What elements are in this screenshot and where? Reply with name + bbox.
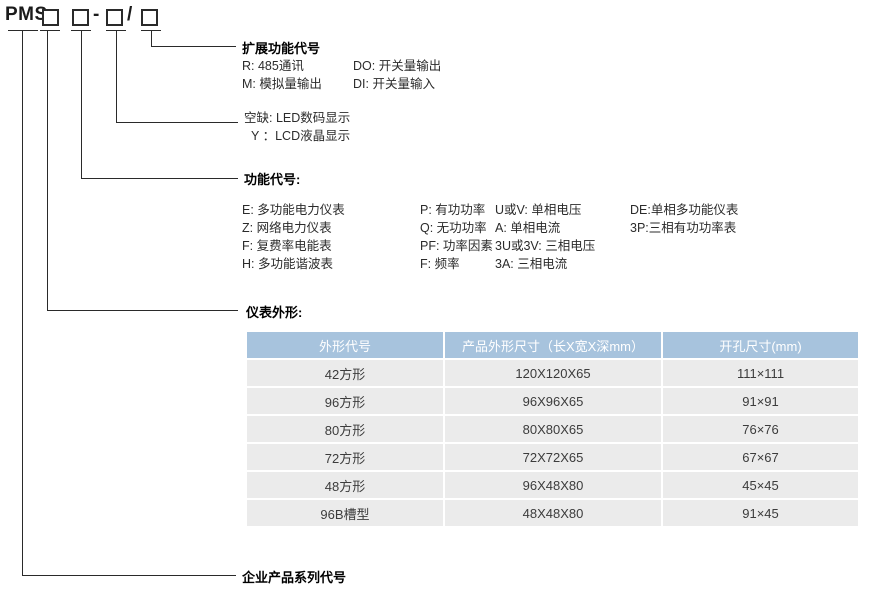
model-code-box-1 [42, 9, 59, 26]
table-cell: 80X80X65 [445, 416, 661, 442]
function-code-column-1: E: 多功能电力仪表 Z: 网络电力仪表 F: 复费率电能表 H: 多功能谐波表 [242, 201, 345, 273]
tick-prefix [8, 30, 38, 31]
function-code-item: 3P:三相有功功率表 [630, 221, 737, 235]
connector-extension-horizontal [151, 46, 236, 47]
function-code-title: 功能代号: [244, 172, 301, 187]
table-cell: 48X48X80 [445, 500, 661, 526]
function-code-item: 3U或3V: 三相电压 [495, 239, 596, 253]
table-cell: 72方形 [247, 444, 443, 470]
connector-shape-vertical [47, 30, 48, 311]
connector-display-horizontal [116, 122, 238, 123]
connector-series-horizontal [22, 575, 236, 576]
function-code-item: H: 多功能谐波表 [242, 257, 333, 271]
table-cell: 120X120X65 [445, 360, 661, 386]
function-code-item: 3A: 三相电流 [495, 257, 568, 271]
table-cell: 91×91 [663, 388, 858, 414]
table-cell: 48方形 [247, 472, 443, 498]
function-code-item: F: 复费率电能表 [242, 239, 332, 253]
display-type-line: Y ：LCD液晶显示 [251, 129, 351, 143]
table-header-outer-size: 产品外形尺寸（长X宽X深mm） [445, 332, 661, 358]
table-cell: 96X96X65 [445, 388, 661, 414]
model-code-box-2 [72, 9, 89, 26]
function-code-item: DE:单相多功能仪表 [630, 203, 739, 217]
meter-shape-title: 仪表外形: [246, 305, 303, 320]
extension-item: DI: 开关量输入 [353, 77, 435, 91]
connector-display-vertical [116, 30, 117, 123]
extension-item: DO: 开关量输出 [353, 59, 442, 73]
series-code-title: 企业产品系列代号 [242, 570, 347, 585]
connector-extension-vertical [151, 30, 152, 47]
table-cell: 45×45 [663, 472, 858, 498]
function-code-item: Q: 无功功率 [420, 221, 487, 235]
connector-shape-horizontal [47, 310, 238, 311]
function-code-item: E: 多功能电力仪表 [242, 203, 345, 217]
table-cell: 96B槽型 [247, 500, 443, 526]
table-cell: 96X48X80 [445, 472, 661, 498]
shape-table: 外形代号 产品外形尺寸（长X宽X深mm） 开孔尺寸(mm) 42方形 120X1… [247, 332, 858, 526]
table-cell: 91×45 [663, 500, 858, 526]
function-code-column-4: DE:单相多功能仪表 3P:三相有功功率表 [630, 201, 738, 237]
table-cell: 96方形 [247, 388, 443, 414]
display-type-line: 空缺: LED数码显示 [244, 111, 351, 125]
function-code-item: PF: 功率因素 [420, 239, 493, 253]
table-header-shape-code: 外形代号 [247, 332, 443, 358]
table-cell: 80方形 [247, 416, 443, 442]
extension-function-title: 扩展功能代号 [242, 41, 321, 56]
table-cell: 76×76 [663, 416, 858, 442]
tick-box-1 [40, 30, 60, 31]
table-cell: 67×67 [663, 444, 858, 470]
function-code-column-3: U或V: 单相电压 A: 单相电流 3U或3V: 三相电压 3A: 三相电流 [495, 201, 595, 273]
extension-function-list: R: 485通讯 DO: 开关量输出 M: 模拟量输出 DI: 开关量输入 [242, 57, 441, 93]
function-code-item: A: 单相电流 [495, 221, 561, 235]
table-cell: 72X72X65 [445, 444, 661, 470]
function-code-item: P: 有功功率 [420, 203, 486, 217]
connector-function-horizontal [81, 178, 238, 179]
function-code-item: Z: 网络电力仪表 [242, 221, 332, 235]
function-code-item: U或V: 单相电压 [495, 203, 582, 217]
model-prefix: PMS- [5, 4, 55, 25]
table-cell: 111×111 [663, 360, 858, 386]
function-code-column-2: P: 有功功率 Q: 无功功率 PF: 功率因素 F: 频率 [420, 201, 493, 273]
model-slash: / [127, 4, 133, 25]
extension-item: R: 485通讯 [242, 59, 304, 73]
extension-item: M: 模拟量输出 [242, 77, 322, 91]
display-type-list: 空缺: LED数码显示 Y ：LCD液晶显示 [244, 109, 350, 145]
model-code-box-3 [106, 9, 123, 26]
model-code-box-4 [141, 9, 158, 26]
connector-function-vertical [81, 30, 82, 179]
table-cell: 42方形 [247, 360, 443, 386]
connector-series-vertical [22, 30, 23, 576]
table-header-cutout-size: 开孔尺寸(mm) [663, 332, 858, 358]
function-code-item: F: 频率 [420, 257, 460, 271]
model-dash: - [93, 4, 100, 25]
